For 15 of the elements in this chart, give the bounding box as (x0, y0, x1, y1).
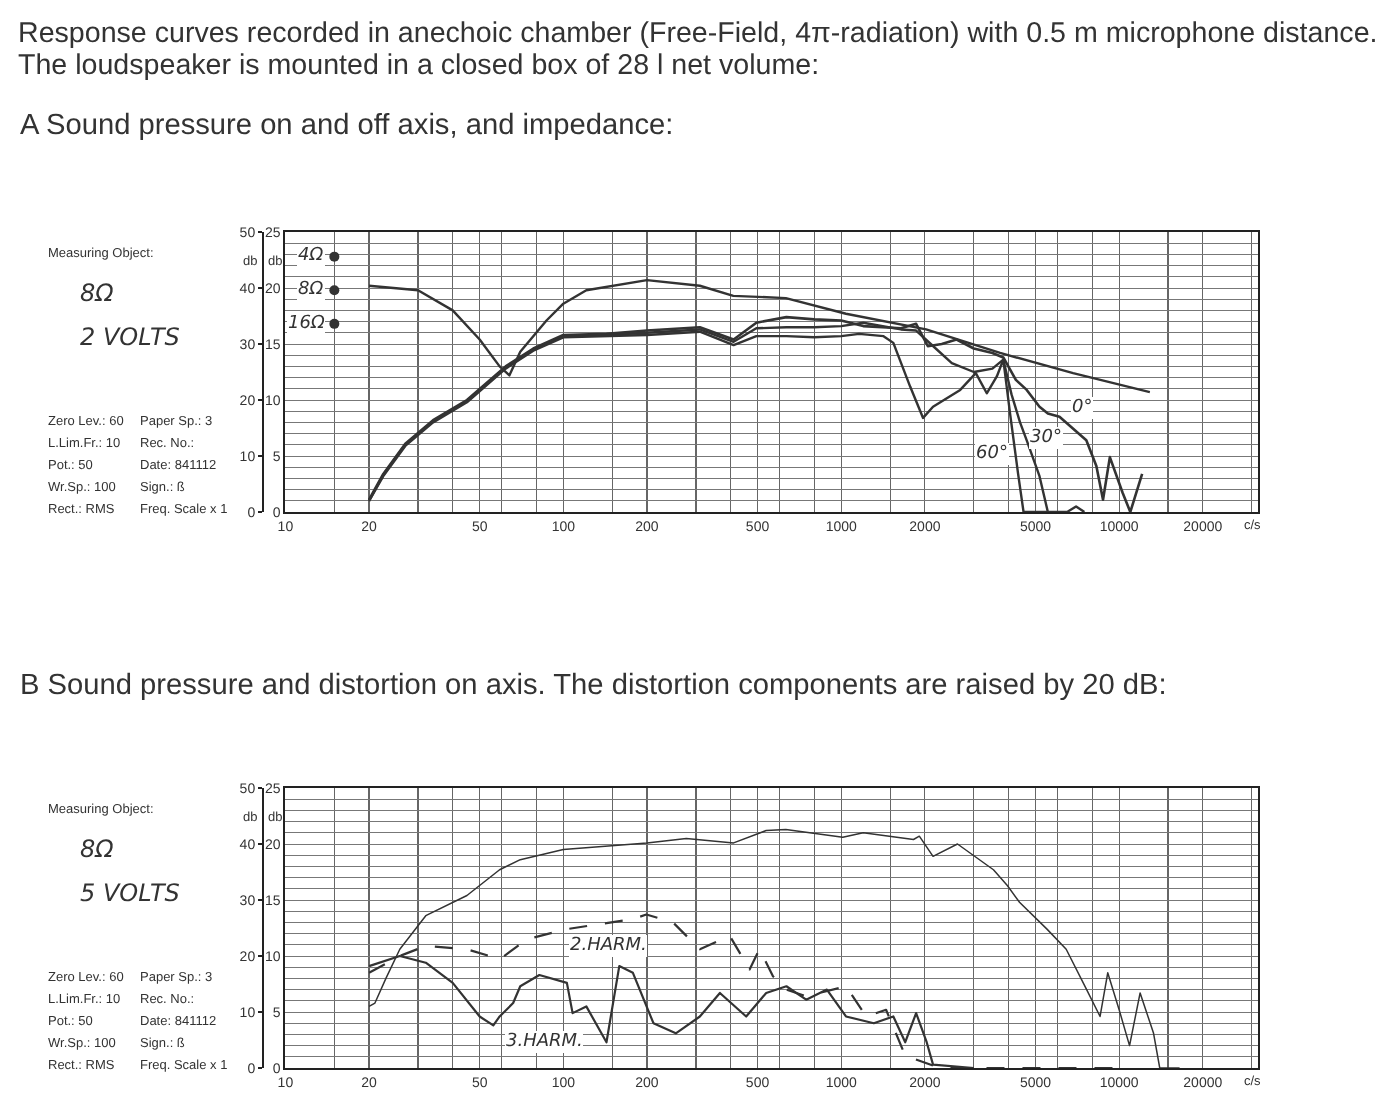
text: The loudspeaker is mounted in a closed box of 28 l net volume: (18, 50, 820, 84)
series-label: 60° (976, 444, 1008, 464)
chart-title: B Sound pressure and distortion on axis. The distortion components are raised by 20 dB: (20, 669, 1167, 703)
annotation: 8Ω (298, 280, 324, 300)
text: 2 VOLTS (80, 322, 180, 352)
text: 8Ω (80, 278, 114, 308)
chart-title: A Sound pressure on and off axis, and impedance: (20, 109, 674, 143)
text: 8Ω (80, 834, 114, 864)
series-label: 30° (1030, 428, 1062, 448)
annotation: 16Ω (288, 314, 325, 334)
series-label: 3.HARM. (506, 1032, 583, 1052)
series-label: 2.HARM. (570, 936, 647, 956)
series-label: 0° (1072, 398, 1093, 418)
text: 5 VOLTS (80, 878, 180, 908)
text: Response curves recorded in anechoic chamber (Free-Field, 4π-radiation) with 0.5 m microphone distance. (18, 18, 1378, 52)
